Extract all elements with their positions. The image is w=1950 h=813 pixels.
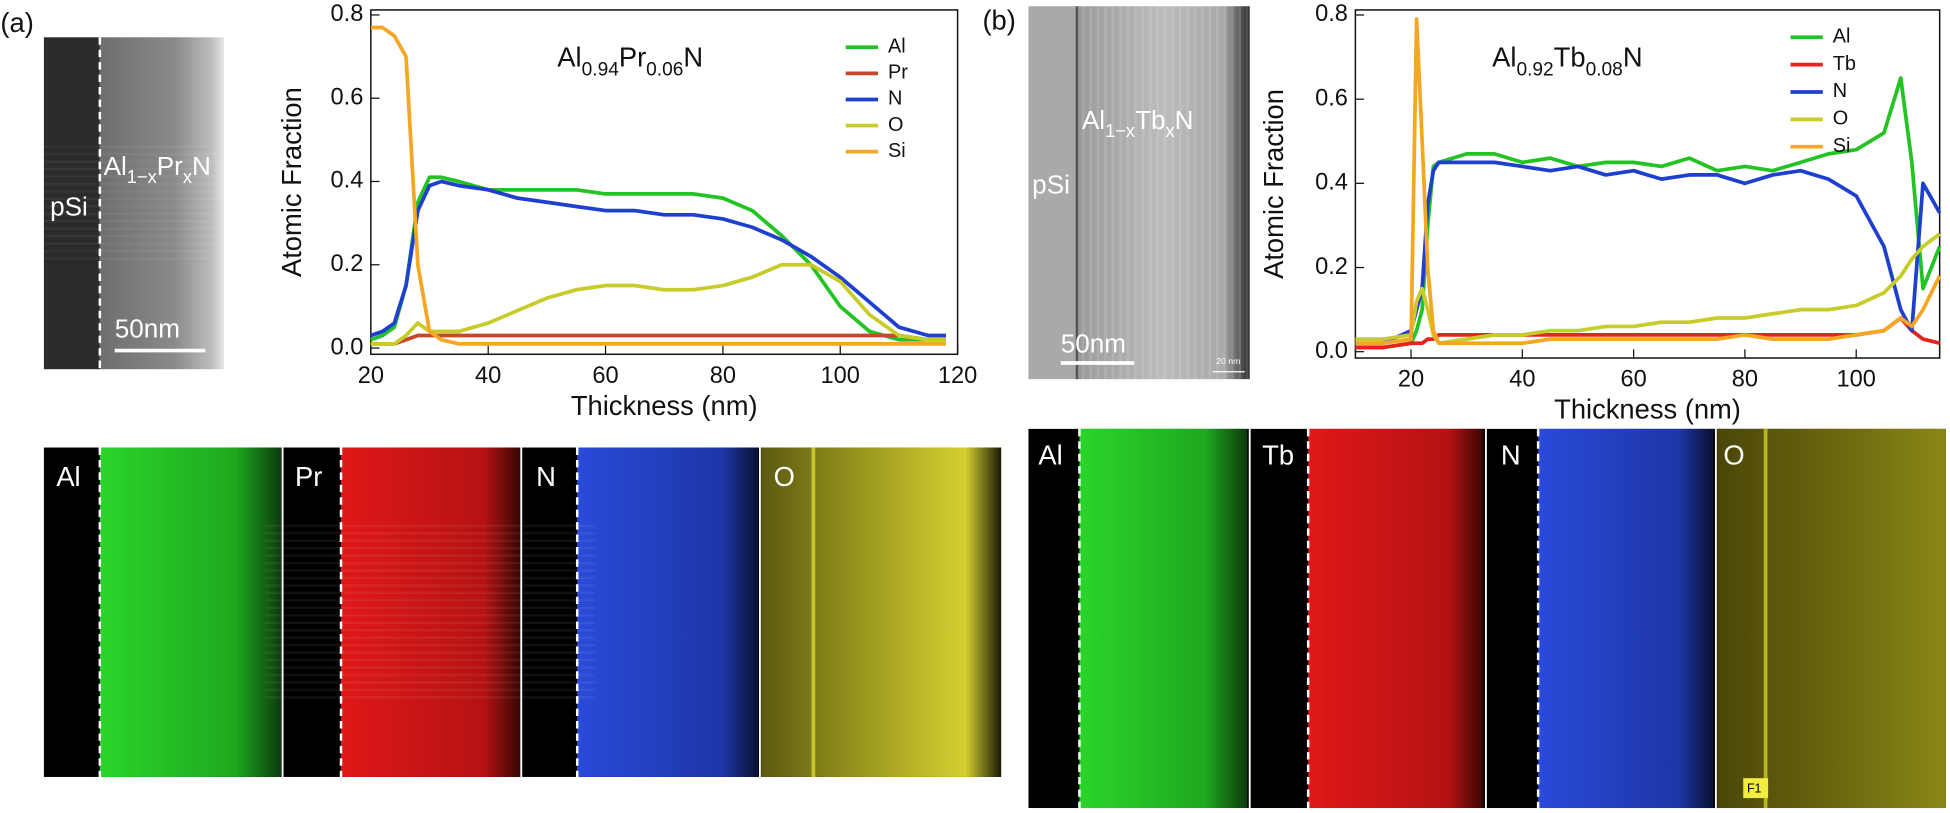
inset-scale-label: 20 nm bbox=[1216, 356, 1240, 366]
y-axis-label: Atomic Fraction bbox=[276, 87, 307, 277]
eds-maps bbox=[43, 447, 1002, 777]
series-line bbox=[370, 25, 946, 346]
text-part: Tb bbox=[1554, 42, 1586, 73]
y-tick-label: 0.2 bbox=[1315, 254, 1348, 280]
scale-bar-label: 50nm bbox=[1061, 328, 1126, 358]
y-tick-label: 0.0 bbox=[1315, 338, 1348, 364]
subscript: 0.94 bbox=[582, 59, 620, 80]
subscript: x bbox=[1166, 120, 1175, 141]
map-label: Tb bbox=[1262, 440, 1294, 471]
x-axis-label: Thickness (nm) bbox=[1554, 394, 1741, 425]
tem-image bbox=[1028, 6, 1250, 380]
y-tick-label: 0.4 bbox=[331, 168, 364, 194]
legend-label: N bbox=[888, 88, 902, 110]
text-part: N bbox=[1175, 105, 1194, 135]
map-label: N bbox=[1501, 440, 1521, 471]
panel-label: (b) bbox=[982, 5, 1015, 36]
y-tick-label: 0.4 bbox=[1315, 170, 1348, 196]
text-part: Al bbox=[557, 42, 581, 73]
x-tick-label: 60 bbox=[1620, 367, 1646, 393]
y-tick-label: 0.8 bbox=[331, 1, 364, 27]
subscript: 1−x bbox=[1105, 120, 1135, 141]
y-tick-label: 0.6 bbox=[331, 84, 364, 110]
scale-bar-label: 50nm bbox=[115, 314, 180, 344]
legend-label: O bbox=[1833, 108, 1848, 130]
legend-label: Si bbox=[1833, 135, 1851, 157]
map-label: Pr bbox=[295, 461, 322, 492]
tem-image bbox=[0, 37, 328, 370]
x-tick-label: 40 bbox=[475, 363, 501, 389]
subscript: 1−x bbox=[127, 166, 157, 187]
map-label: O bbox=[774, 461, 795, 492]
y-axis-label: Atomic Fraction bbox=[1258, 89, 1289, 279]
map-label: Al bbox=[56, 461, 80, 492]
series-line bbox=[370, 262, 946, 346]
plot-frame bbox=[370, 9, 959, 356]
text-part: Pr bbox=[619, 42, 646, 73]
x-tick-label: 40 bbox=[1509, 367, 1535, 393]
annotation: Al0.92Tb0.08N bbox=[1492, 42, 1642, 80]
eds-maps bbox=[1028, 428, 1946, 809]
legend-label: Tb bbox=[1833, 53, 1856, 75]
x-tick-label: 100 bbox=[821, 363, 860, 389]
x-tick-label: 120 bbox=[938, 363, 977, 389]
substrate-label: pSi bbox=[1032, 169, 1070, 199]
map-label: N bbox=[536, 461, 556, 492]
plot-frame bbox=[1354, 9, 1941, 359]
map-label: Al bbox=[1038, 440, 1062, 471]
subscript: 0.08 bbox=[1586, 59, 1623, 80]
legend-label: Al bbox=[888, 35, 906, 57]
panel-label: (a) bbox=[0, 7, 33, 38]
substrate-label: pSi bbox=[50, 192, 88, 222]
y-tick-label: 0.8 bbox=[1315, 1, 1348, 27]
series-line bbox=[1355, 17, 1942, 346]
text-part: N bbox=[1623, 42, 1643, 73]
legend-label: Si bbox=[888, 140, 906, 162]
x-tick-label: 60 bbox=[592, 363, 618, 389]
text-part: Pr bbox=[157, 151, 183, 181]
x-axis-label: Thickness (nm) bbox=[571, 390, 758, 421]
x-tick-label: 20 bbox=[1398, 367, 1424, 393]
film-label: Al1−xPrxN bbox=[104, 151, 211, 187]
text-part: Al bbox=[104, 151, 127, 181]
y-tick-label: 0.0 bbox=[331, 334, 364, 360]
legend-label: O bbox=[888, 114, 903, 136]
legend-label: Al bbox=[1833, 26, 1851, 48]
annotation: Al0.94Pr0.06N bbox=[557, 42, 703, 80]
series-line bbox=[370, 175, 946, 342]
text-part: Al bbox=[1492, 42, 1516, 73]
text-part: N bbox=[192, 151, 211, 181]
map-label: O bbox=[1723, 440, 1744, 471]
tag-label: F1 bbox=[1747, 782, 1762, 796]
legend-label: Pr bbox=[888, 62, 908, 84]
x-tick-label: 20 bbox=[358, 363, 384, 389]
x-tick-label: 80 bbox=[710, 363, 736, 389]
y-tick-label: 0.6 bbox=[1315, 85, 1348, 111]
film-label: Al1−xTbxN bbox=[1082, 105, 1194, 141]
series-line bbox=[1355, 232, 1941, 346]
text-part: N bbox=[683, 42, 703, 73]
x-tick-label: 80 bbox=[1732, 367, 1758, 393]
y-tick-label: 0.2 bbox=[331, 251, 364, 277]
subscript: 0.92 bbox=[1516, 59, 1553, 80]
subscript: 0.06 bbox=[646, 59, 683, 80]
subscript: x bbox=[183, 166, 192, 187]
text-part: Tb bbox=[1135, 105, 1165, 135]
x-tick-label: 100 bbox=[1836, 367, 1875, 393]
series-line bbox=[370, 179, 946, 338]
legend-label: N bbox=[1833, 80, 1847, 102]
text-part: Al bbox=[1082, 105, 1105, 135]
series-line bbox=[1355, 160, 1942, 346]
series-line bbox=[370, 333, 946, 346]
